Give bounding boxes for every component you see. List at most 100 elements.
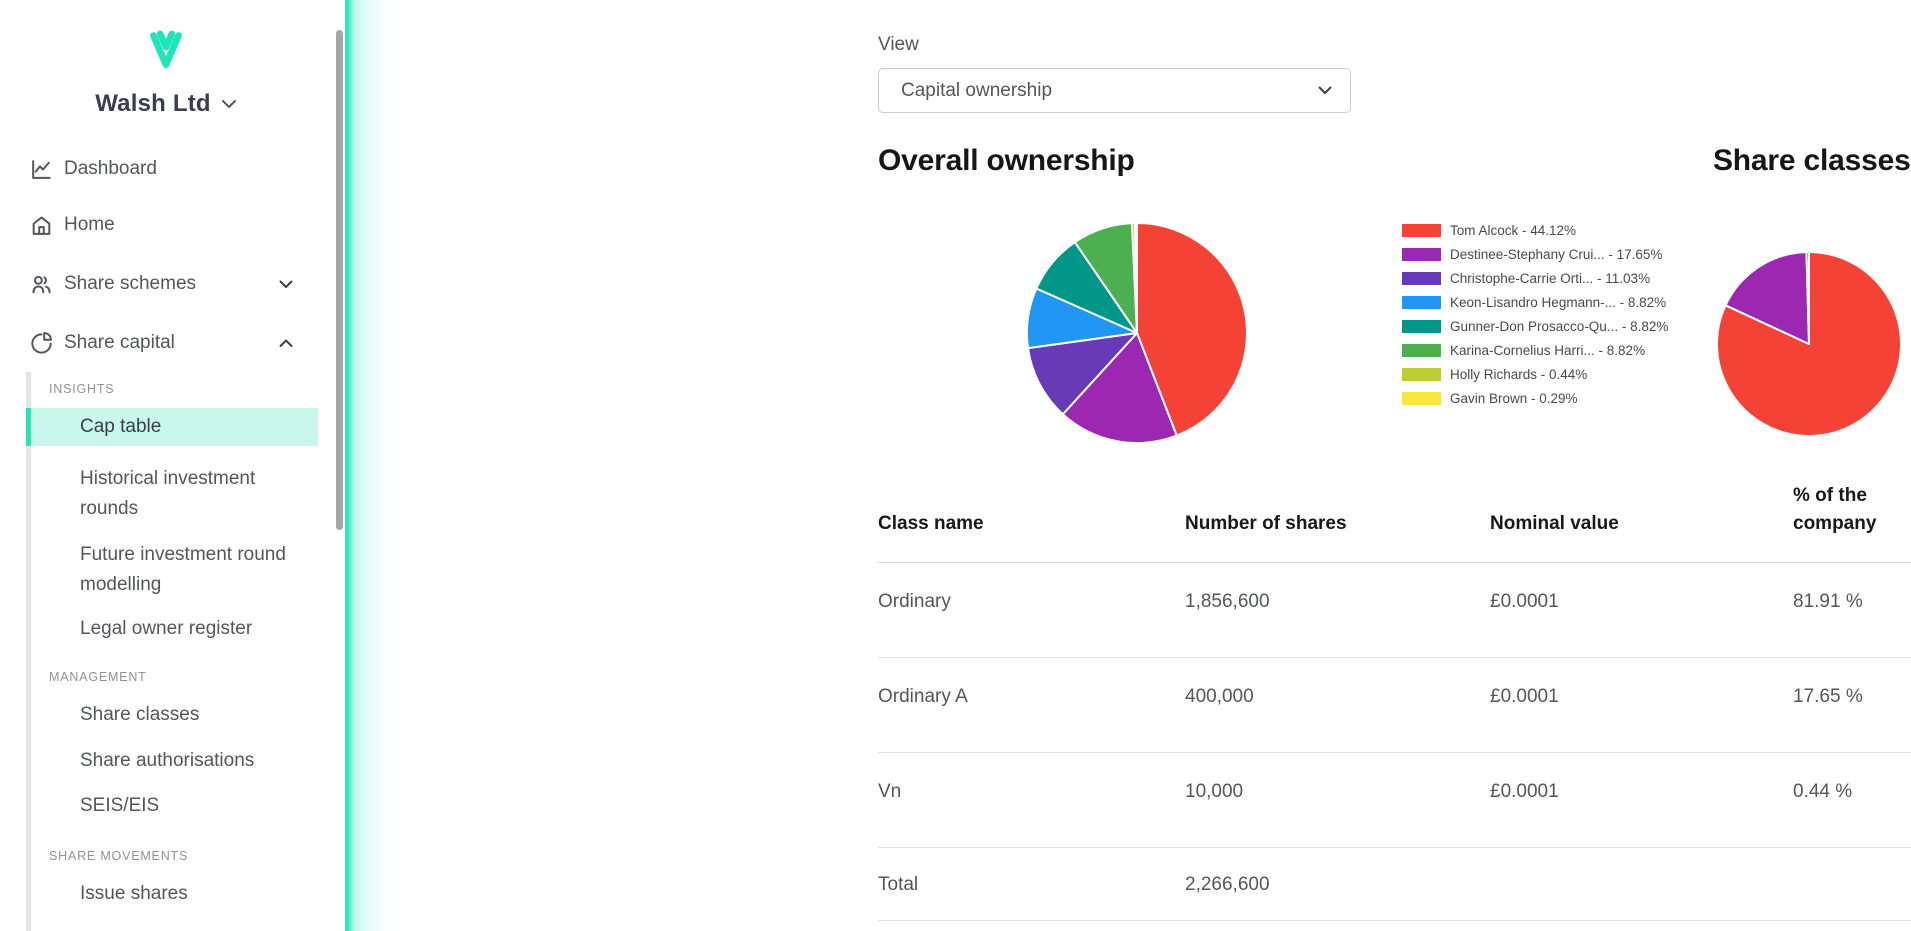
company-name: Walsh Ltd [95,90,211,117]
share-classes-title: Share classes [1713,144,1911,177]
sidebar-item-share-capital[interactable]: Share capital [29,326,311,360]
sidebar-scrollbar[interactable] [336,30,343,530]
legend-swatch [1402,272,1441,285]
sidebar-item-future-investment-round-modelling[interactable]: Future investment round modelling [80,544,286,595]
pie-icon [31,331,52,354]
cell-class-name: Ordinary [878,591,951,612]
sidebar-item-label: Dashboard [64,158,157,179]
legend-swatch [1402,392,1441,405]
legend-label: Destinee-Stephany Crui... - 17.65% [1450,247,1663,262]
view-label: View [878,34,919,55]
share-classes-pie-chart [1715,250,1903,443]
sidebar-item-label: Share schemes [64,273,197,294]
share-capital-submenu: INSIGHTS Cap table Historical investment r… [26,372,318,931]
company-switcher[interactable]: Walsh Ltd [0,90,332,118]
vestd-logo-icon [150,30,182,69]
sidebar-item-seis-eis[interactable]: SEIS/EIS [80,795,160,816]
legend-item: Karina-Cornelius Harri... - 8.82% [1402,343,1668,358]
sidebar-item-dashboard[interactable]: Dashboard [29,152,311,186]
cap-table: Class name Number of shares Nominal valu… [878,470,1911,921]
cap-table-header: Class name Number of shares Nominal valu… [878,470,1911,563]
main-content: View Capital ownership Overall ownership… [393,0,1911,931]
overall-ownership-pie-chart [1025,221,1249,450]
chevron-down-icon [221,100,236,108]
pie-slice-christophe-carrie-orti [1027,332,1138,416]
header-number-of-shares: Number of shares [1185,513,1347,534]
sidebar-item-label: Home [64,214,115,235]
sidebar-item-issue-shares[interactable]: Issue shares [80,883,188,904]
chart-icon [32,159,51,179]
overall-ownership-title: Overall ownership [878,144,1135,177]
users-icon [32,275,51,293]
sidebar-item-share-authorisations[interactable]: Share authorisations [80,750,255,771]
sidebar-glow-divider [345,0,393,931]
legend-label: Gavin Brown - 0.29% [1450,391,1578,406]
pie-slice-vn [1805,251,1810,345]
legend-label: Keon-Lisandro Hegmann-... - 8.82% [1450,295,1667,310]
pie-slice-gavin-brown [1134,222,1138,334]
submenu-section-insights: INSIGHTS [49,382,115,396]
cell-class-name: Vn [878,781,902,802]
legend-item: Holly Richards - 0.44% [1402,367,1668,382]
view-select-value: Capital ownership [901,79,1053,101]
header-nominal-value: Nominal value [1490,513,1619,534]
cell-nominal-value: £0.0001 [1490,591,1559,612]
sidebar: Walsh Ltd Dashboard Home [0,0,345,931]
cell-number-of-shares: 400,000 [1185,686,1254,707]
legend-item: Keon-Lisandro Hegmann-... - 8.82% [1402,295,1668,310]
cell-number-of-shares: 10,000 [1185,781,1244,802]
header-percent-of-company: % of the company [1793,485,1877,534]
sidebar-item-home[interactable]: Home [29,208,311,242]
table-row-total: Total 2,266,600 [878,848,1911,921]
legend-swatch [1402,296,1441,309]
legend-label: Tom Alcock - 44.12% [1450,223,1577,238]
pie-slice-destinee-stephany-crui [1061,332,1178,444]
header-class-name: Class name [878,513,984,534]
legend-swatch [1402,224,1441,237]
cell-class-name: Ordinary A [878,686,968,707]
view-select[interactable]: Capital ownership [878,68,1351,113]
sidebar-item-historical-investment-rounds[interactable]: Historical investment rounds [80,468,256,519]
cell-percent-of-company: 17.65 % [1793,686,1863,707]
pie-slice-ordinary [1716,251,1902,437]
company-logo [0,22,332,70]
total-label: Total [878,874,919,895]
legend-item: Gunner-Don Prosacco-Qu... - 8.82% [1402,319,1669,334]
overall-ownership-legend: Tom Alcock - 44.12% Destinee-Stephany Cru… [1402,223,1669,416]
sidebar-item-cap-table[interactable]: Cap table [26,408,318,446]
legend-swatch [1402,248,1441,261]
submenu-section-management: MANAGEMENT [49,670,147,684]
pie-slice-tom-alcock [1136,222,1248,437]
legend-label: Holly Richards - 0.44% [1450,367,1588,382]
home-icon [32,215,51,235]
sidebar-item-legal-owner-register[interactable]: Legal owner register [80,618,253,639]
sidebar-item-share-classes[interactable]: Share classes [80,704,200,725]
pie-slice-ordinary-a [1724,251,1810,345]
cell-nominal-value: £0.0001 [1490,686,1559,707]
legend-label: Christophe-Carrie Orti... - 11.03% [1450,271,1651,286]
chevron-down-icon [279,280,293,289]
legend-item: Destinee-Stephany Crui... - 17.65% [1402,247,1668,262]
total-shares: 2,266,600 [1185,874,1270,895]
legend-label: Gunner-Don Prosacco-Qu... - 8.82% [1450,319,1669,334]
legend-item: Gavin Brown - 0.29% [1402,391,1668,406]
sidebar-item-label: Share capital [64,332,175,353]
sidebar-item-share-schemes[interactable]: Share schemes [29,267,311,301]
chevron-down-icon [1318,86,1332,95]
cell-percent-of-company: 0.44 % [1793,781,1853,802]
submenu-section-share-movements: SHARE MOVEMENTS [49,849,189,863]
legend-swatch [1402,344,1441,357]
legend-label: Karina-Cornelius Harri... - 8.82% [1450,343,1646,358]
submenu-tree-line [26,372,31,931]
legend-item: Christophe-Carrie Orti... - 11.03% [1402,271,1668,286]
chevron-up-icon [279,339,293,348]
legend-swatch [1402,320,1441,333]
cell-nominal-value: £0.0001 [1490,781,1559,802]
cell-number-of-shares: 1,856,600 [1185,591,1270,612]
legend-item: Tom Alcock - 44.12% [1402,223,1668,238]
